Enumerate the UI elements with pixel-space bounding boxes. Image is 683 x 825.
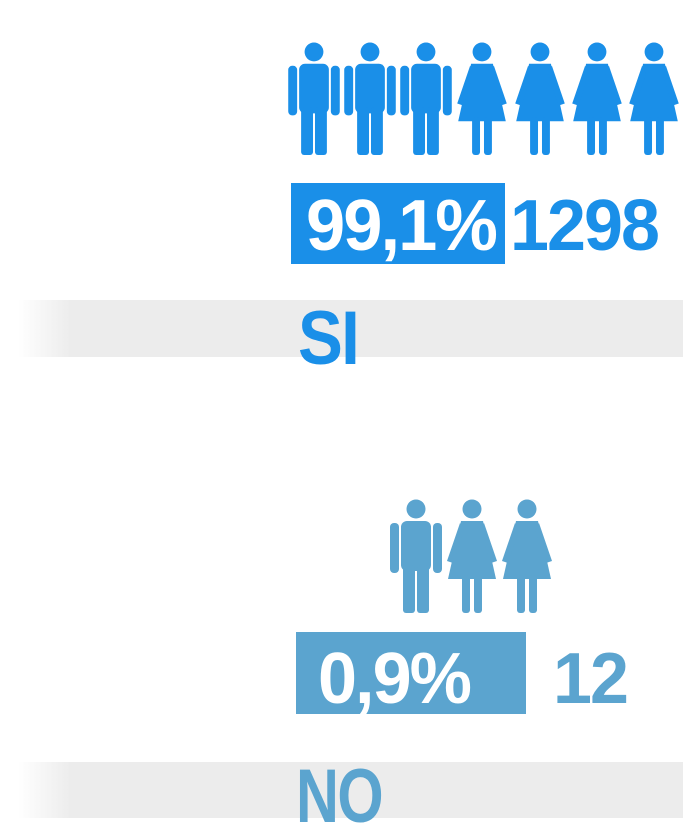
icons-si xyxy=(288,42,679,156)
percent-box xyxy=(296,632,526,714)
female-icon xyxy=(457,42,507,156)
answer-band xyxy=(18,762,683,818)
count: 12 xyxy=(553,639,627,719)
female-icon xyxy=(447,499,497,613)
answer: SI xyxy=(298,296,358,381)
percent-box xyxy=(291,183,505,264)
male-icon xyxy=(288,42,340,156)
female-icon xyxy=(572,42,622,156)
icons-no xyxy=(390,499,552,613)
answer-band xyxy=(18,300,683,357)
count: 1298 xyxy=(510,186,658,266)
percent: 0,9% xyxy=(318,639,471,719)
female-icon xyxy=(502,499,552,613)
answer: NO xyxy=(296,754,382,825)
percent: 99,1% xyxy=(306,186,497,266)
male-icon xyxy=(390,499,442,613)
female-icon xyxy=(629,42,679,156)
male-icon xyxy=(344,42,396,156)
female-icon xyxy=(515,42,565,156)
male-icon xyxy=(400,42,452,156)
